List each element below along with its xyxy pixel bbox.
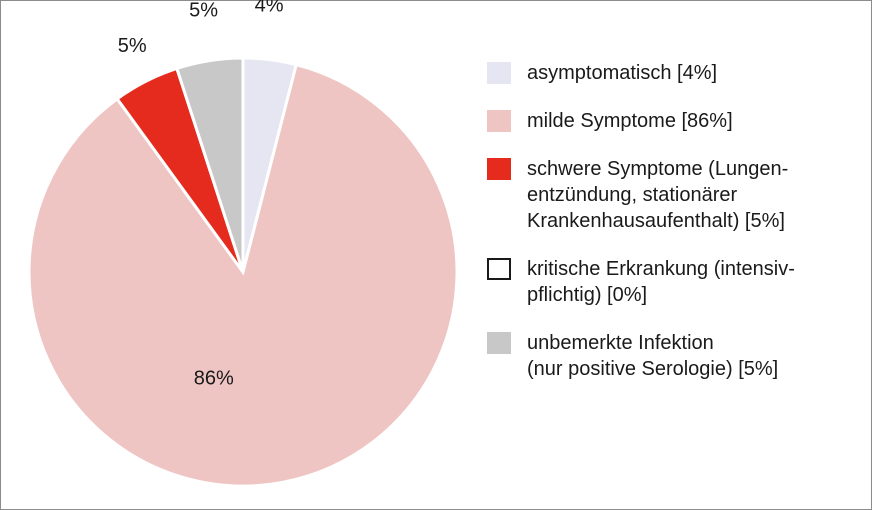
legend-label: asymptomatisch [4%]	[527, 62, 718, 84]
legend-label: milde Symptome [86%]	[527, 110, 733, 132]
pie-slices	[27, 56, 459, 488]
legend-item-asymptomatisch: asymptomatisch [4%]	[487, 60, 857, 86]
pie-slice-1	[27, 62, 459, 488]
legend-label-line-3: Krankenhausaufenthalt) [5%]	[527, 210, 785, 232]
legend-label-line-2: (nur positive Serologie) [5%]	[527, 358, 779, 380]
legend-label-line-1: unbemerkte Infektion	[527, 332, 714, 354]
legend-swatch	[487, 332, 511, 354]
legend-swatch	[487, 62, 511, 84]
legend-label-line-1: kritische Erkrankung (intensiv-	[527, 258, 795, 280]
pie-data-label-1: 86%	[194, 368, 234, 390]
legend-item-kritische-erkrankung: kritische Erkrankung (intensiv- pflichti…	[487, 256, 857, 308]
legend-label-line-2: pflichtig) [0%]	[527, 284, 648, 306]
legend: asymptomatisch [4%] milde Symptome [86%]…	[487, 60, 857, 404]
legend-label-line-2: entzündung, stationärer	[527, 184, 738, 206]
pie-data-label-2: 5%	[118, 35, 147, 57]
legend-swatch	[487, 258, 511, 280]
pie-slice-4	[174, 56, 245, 273]
legend-item-unbemerkte-infektion: unbemerkte Infektion (nur positive Serol…	[487, 330, 857, 382]
pie-data-label-0: 4%	[255, 0, 284, 16]
legend-item-milde-symptome: milde Symptome [86%]	[487, 108, 857, 134]
legend-swatch	[487, 110, 511, 132]
legend-item-schwere-symptome: schwere Symptome (Lungen- entzündung, st…	[487, 156, 857, 234]
pie-data-label-4: 5%	[189, 0, 218, 21]
legend-label-line-1: schwere Symptome (Lungen-	[527, 158, 789, 180]
legend-swatch	[487, 158, 511, 180]
pie-data-labels: 4% 86% 5% 5%	[118, 0, 284, 390]
